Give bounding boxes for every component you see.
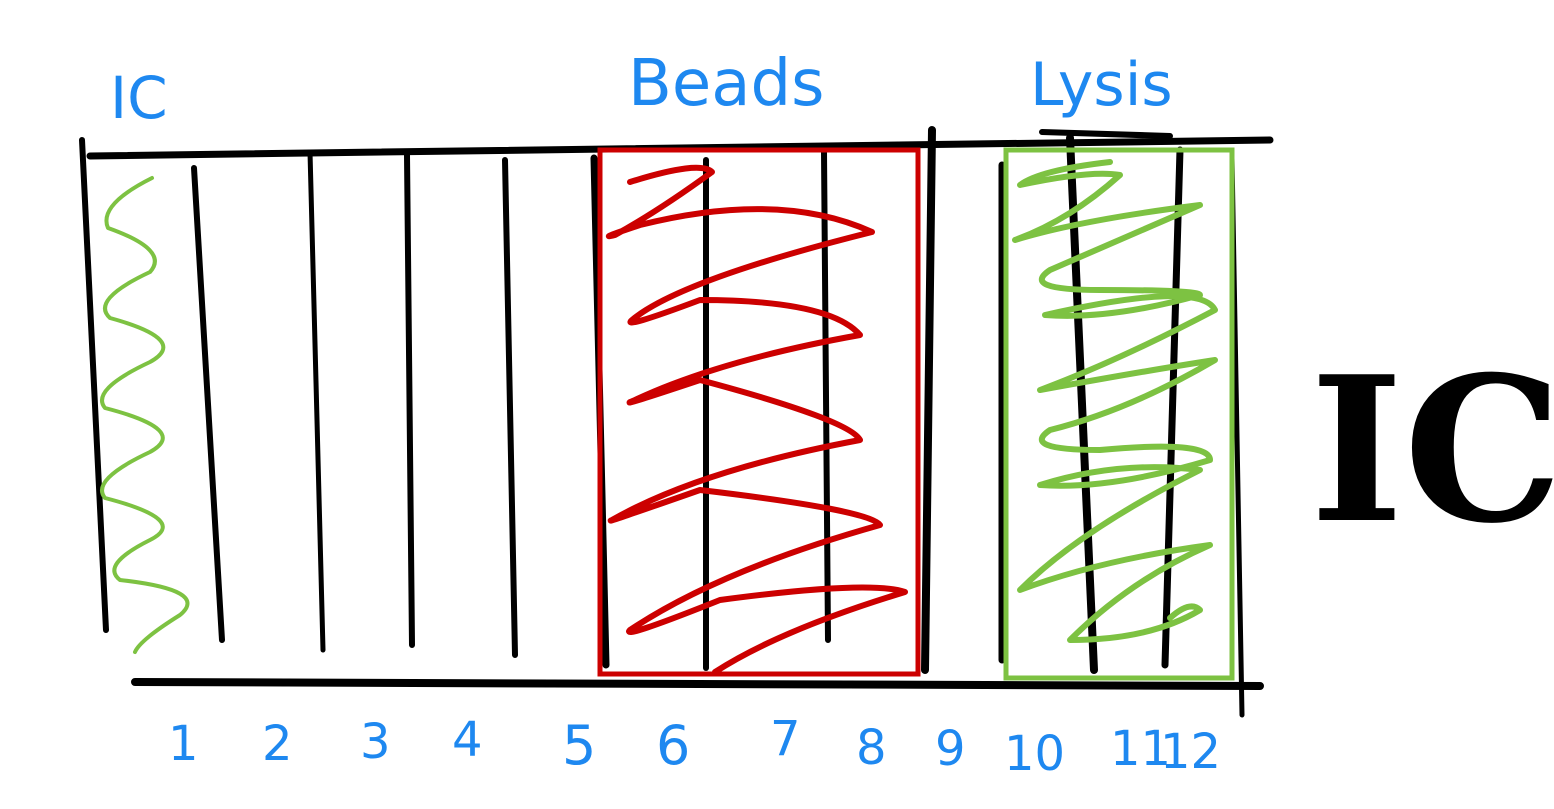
divider-3-4 xyxy=(404,152,415,648)
column-number: 4 xyxy=(452,712,483,768)
ic-label-large: IC xyxy=(1310,333,1554,568)
column-number: 3 xyxy=(360,714,391,770)
beads-fill-scribble xyxy=(606,164,908,675)
lysis-label: Lysis xyxy=(1030,50,1173,120)
divider-11-12 xyxy=(1161,146,1184,669)
beads-label: Beads xyxy=(628,47,824,121)
lysis-region-box xyxy=(1003,147,1235,681)
divider-10-11 xyxy=(1066,134,1098,674)
lysis-fill-scribble xyxy=(1012,159,1218,643)
column-number: 1 xyxy=(168,716,199,772)
column-number: 11 xyxy=(1110,721,1171,777)
ic-label-small: IC xyxy=(110,64,168,132)
divider-2-3 xyxy=(307,149,326,653)
column-number: 2 xyxy=(262,716,293,772)
divider-7-8 xyxy=(821,149,831,643)
column-number: 7 xyxy=(770,711,801,767)
column-dividers xyxy=(191,126,1184,674)
column-number: 5 xyxy=(562,714,596,777)
column-number: 10 xyxy=(1004,726,1065,782)
plate-top-tab xyxy=(1039,129,1173,139)
column-number: 9 xyxy=(935,721,966,777)
plate-left-edge xyxy=(79,137,109,633)
column-number: 6 xyxy=(656,714,690,777)
divider-4-5 xyxy=(502,157,518,658)
column-number: 12 xyxy=(1160,724,1221,780)
divider-1-2 xyxy=(191,165,225,643)
ic-fill-scribble xyxy=(100,176,190,654)
divider-8-9 xyxy=(921,126,936,674)
column-number: 8 xyxy=(856,720,887,776)
column-number-row: 1 2 3 4 5 6 7 8 9 10 11 12 xyxy=(168,711,1221,782)
beads-region-box xyxy=(597,147,921,677)
plate-bottom-edge xyxy=(131,678,1264,690)
